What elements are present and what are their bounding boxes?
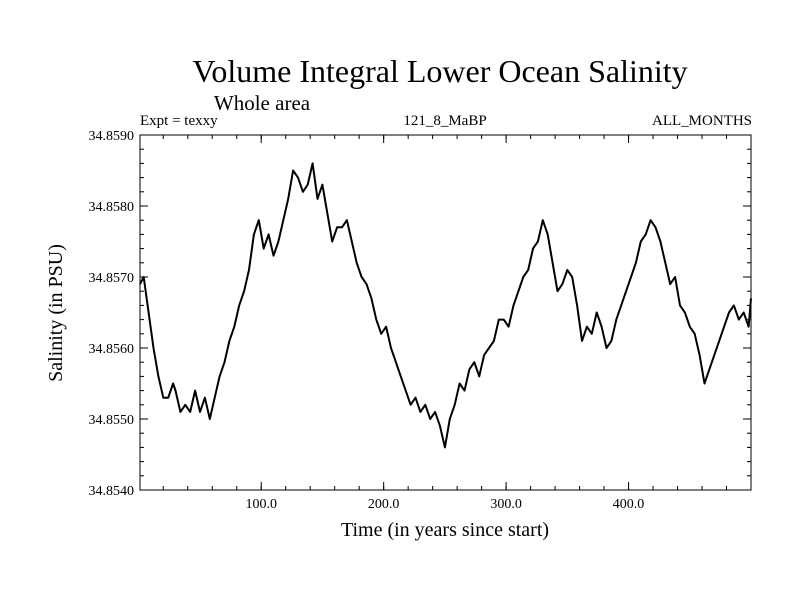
x-tick-label: 100.0: [245, 497, 277, 512]
y-tick-label: 34.8570: [89, 271, 135, 286]
y-axis-label: Salinity (in PSU): [45, 244, 67, 382]
y-tick-label: 34.8560: [89, 342, 135, 357]
x-axis-ticks: [162, 135, 752, 490]
experiment-label: Expt = texxy: [140, 113, 218, 129]
y-tick-label: 34.8590: [89, 129, 135, 144]
x-tick-label: 200.0: [368, 497, 400, 512]
x-tick-label: 400.0: [613, 497, 645, 512]
salinity-series-line: [139, 162, 752, 449]
x-tick-label: 300.0: [490, 497, 522, 512]
months-label: ALL_MONTHS: [652, 113, 752, 129]
x-axis-label: Time (in years since start): [341, 519, 549, 541]
y-axis-tick-labels: 34.8540 34.8550 34.8560 34.8570 34.8580 34.85…: [89, 129, 135, 499]
run-label: 121_8_MaBP: [403, 113, 486, 129]
y-tick-label: 34.8580: [89, 200, 135, 215]
chart-title: Volume Integral Lower Ocean Salinity: [192, 53, 687, 89]
y-tick-label: 34.8540: [89, 484, 135, 499]
y-axis-ticks: [140, 134, 751, 491]
chart-subtitle: Whole area: [214, 91, 311, 115]
x-axis-tick-labels: 100.0 200.0 300.0 400.0: [245, 497, 644, 512]
plot-frame: [139, 134, 752, 491]
y-tick-label: 34.8550: [89, 413, 135, 428]
